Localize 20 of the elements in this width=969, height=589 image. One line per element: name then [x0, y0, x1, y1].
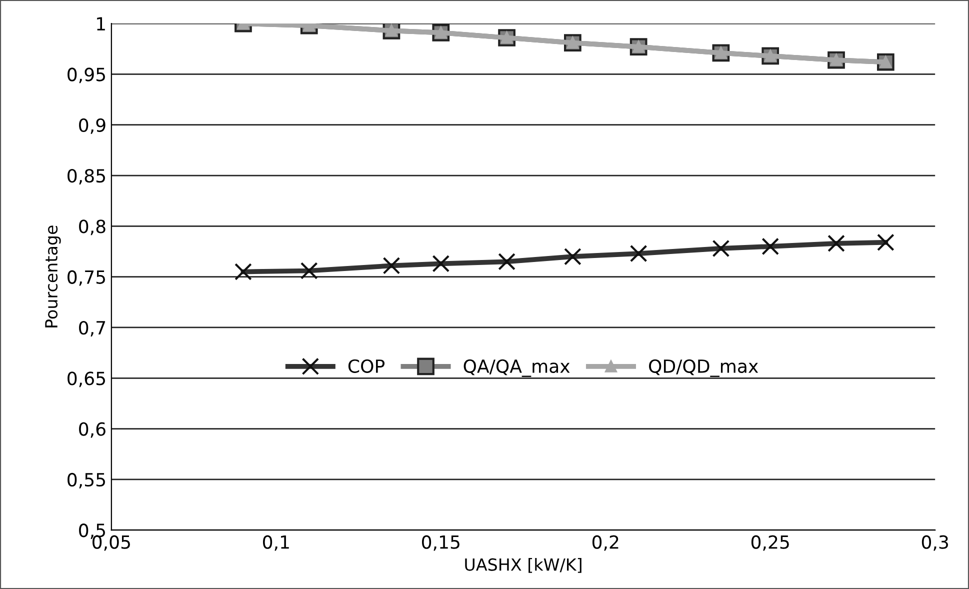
y-axis-title: Pourcentage	[45, 226, 61, 328]
legend-label: COP	[348, 359, 385, 373]
x-tick-label: 0,15	[422, 535, 460, 551]
y-tick-label: 0,95	[68, 68, 105, 84]
y-tick-label: 1	[97, 17, 105, 30]
y-tick-label: 0,6	[79, 422, 106, 438]
x-axis-title: UASHX [kW/K]	[465, 558, 582, 573]
y-tick-label: 0,65	[68, 372, 105, 388]
x-tick-label: 0,2	[592, 535, 618, 551]
y-tick-label: 0,8	[79, 220, 106, 236]
legend-label: QA/QA_max	[464, 359, 570, 377]
y-tick-label: 0,55	[68, 472, 105, 488]
y-tick-label: 0,85	[68, 168, 105, 184]
x-tick-label: 0,25	[751, 535, 789, 551]
y-tick-label: 0,7	[79, 320, 106, 336]
y-tick-label: 0,9	[79, 118, 106, 134]
y-tick-label: 0,75	[68, 270, 105, 286]
legend-label: QD/QD_max	[649, 359, 758, 377]
x-tick-label: 0,1	[263, 535, 289, 551]
x-tick-label: 0,3	[922, 535, 948, 551]
